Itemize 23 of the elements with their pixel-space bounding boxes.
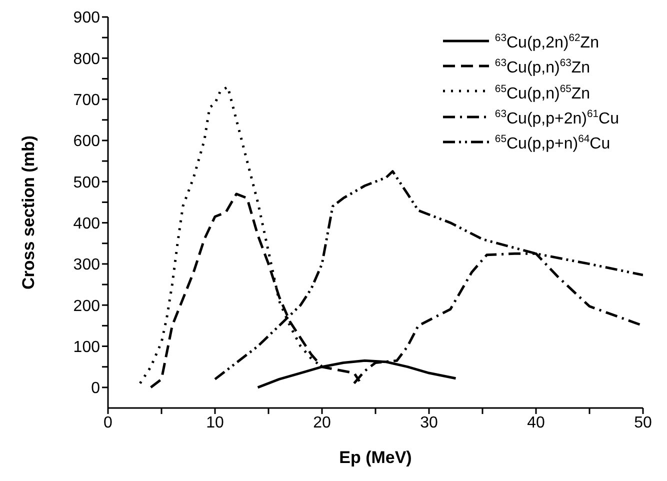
y-tick-label: 700: [73, 92, 100, 109]
x-tick-label: 40: [527, 414, 545, 432]
x-tick-label: 10: [206, 414, 224, 432]
x-tick-label: 30: [420, 414, 438, 432]
x-tick-label: 20: [313, 414, 331, 432]
legend-label: $^{63}$Cu(p,n)$^{63}$Zn: [494, 58, 590, 77]
y-tick-label: 200: [73, 298, 100, 315]
y-tick-label: 400: [73, 215, 100, 232]
x-tick-label: 50: [634, 414, 652, 432]
x-tick-label: 0: [104, 414, 113, 432]
x-axis-title: Ep (MeV): [339, 448, 412, 467]
y-tick-label: 100: [73, 338, 100, 356]
y-tick-label: 0: [91, 380, 100, 398]
y-tick-label: 300: [73, 256, 100, 274]
y-axis-title: Cross section (mb): [19, 136, 38, 290]
legend-label: $^{63}$Cu(p,2n)$^{62}$Zn: [494, 33, 599, 52]
legend-label: $^{63}$Cu(p,p+2n)$^{61}$Cu: [494, 108, 619, 128]
legend-label: $^{65}$Cu(p,p+n)$^{64}$Cu: [494, 134, 610, 153]
y-tick-label: 800: [73, 50, 100, 68]
y-tick-label: 500: [73, 174, 100, 192]
y-tick-label: 600: [73, 133, 100, 150]
y-tick-label: 900: [73, 10, 100, 27]
legend-label: $^{65}$Cu(p,n)$^{65}$Zn: [494, 84, 590, 102]
